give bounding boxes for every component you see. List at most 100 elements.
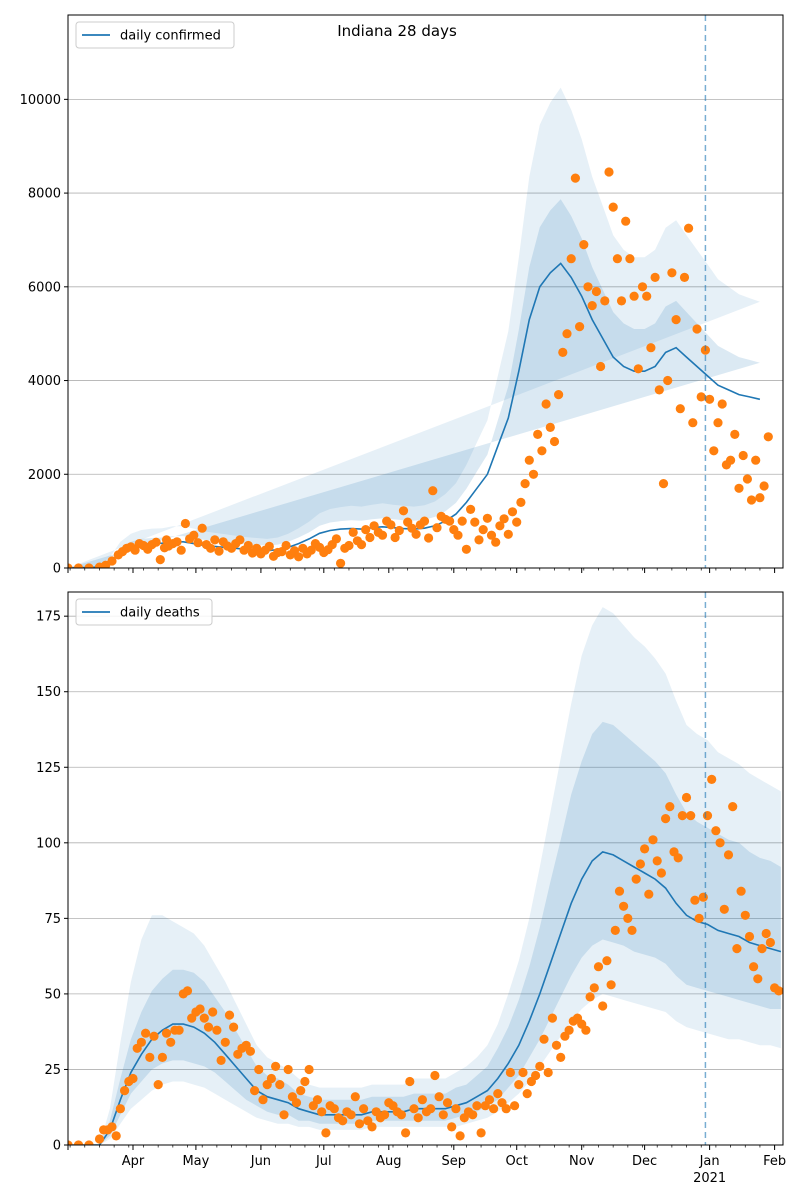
data-point bbox=[442, 1098, 453, 1108]
data-point bbox=[531, 1070, 541, 1081]
data-point bbox=[254, 1064, 264, 1075]
data-point bbox=[491, 537, 501, 547]
y-tick-label: 10000 bbox=[20, 93, 61, 108]
data-point bbox=[141, 1028, 151, 1038]
x-tick-label: Jan bbox=[699, 1154, 720, 1169]
band-outer bbox=[68, 87, 760, 568]
x-tick-label: Apr bbox=[122, 1154, 145, 1169]
y-tick-label: 75 bbox=[44, 912, 61, 927]
data-point bbox=[361, 525, 371, 535]
data-point bbox=[189, 530, 199, 540]
y-tick-label: 0 bbox=[53, 562, 61, 577]
data-point bbox=[763, 432, 773, 442]
data-point bbox=[616, 296, 627, 306]
data-point bbox=[386, 520, 396, 530]
data-point bbox=[212, 1025, 222, 1035]
data-point bbox=[329, 1104, 339, 1114]
data-point bbox=[633, 364, 643, 374]
data-point bbox=[377, 530, 388, 540]
data-point bbox=[172, 537, 182, 547]
data-point bbox=[283, 1064, 293, 1075]
y-tick-label: 0 bbox=[53, 1139, 61, 1154]
data-point bbox=[84, 563, 94, 568]
data-point bbox=[229, 1022, 239, 1032]
data-point bbox=[528, 469, 539, 479]
data-point bbox=[744, 931, 755, 942]
data-point bbox=[711, 826, 721, 836]
x-tick-label: May bbox=[182, 1154, 209, 1169]
data-point bbox=[732, 944, 742, 954]
deaths-chart: 0 25 50 75 100 125 150 175 Apr May Jun Jul Aug Sep Oct… bbox=[36, 591, 786, 1186]
data-point bbox=[677, 811, 688, 821]
data-point bbox=[723, 850, 734, 860]
data-point bbox=[258, 1095, 268, 1105]
data-point bbox=[596, 361, 606, 372]
y-tick-label: 6000 bbox=[28, 280, 61, 295]
data-point bbox=[432, 523, 442, 533]
data-point bbox=[648, 835, 658, 845]
y-tick-label: 8000 bbox=[28, 187, 61, 202]
data-point bbox=[149, 1031, 159, 1041]
data-point bbox=[736, 886, 746, 896]
data-point bbox=[470, 517, 480, 527]
data-point bbox=[306, 545, 316, 555]
legend-box bbox=[75, 21, 235, 49]
data-point bbox=[661, 814, 671, 824]
data-point bbox=[203, 1022, 214, 1032]
data-point bbox=[380, 1110, 390, 1120]
y-tick-label: 100 bbox=[36, 836, 61, 851]
data-point bbox=[631, 874, 641, 884]
data-point bbox=[761, 928, 771, 939]
data-point bbox=[174, 1025, 184, 1035]
data-point bbox=[507, 507, 518, 517]
data-point bbox=[606, 980, 616, 990]
data-point bbox=[111, 1131, 121, 1141]
data-point bbox=[562, 329, 572, 339]
data-point bbox=[300, 1076, 310, 1087]
axes-frame bbox=[67, 591, 784, 1146]
data-point bbox=[602, 956, 612, 966]
data-point bbox=[264, 541, 274, 552]
data-point bbox=[430, 1070, 440, 1081]
data-point bbox=[671, 315, 681, 325]
data-point bbox=[294, 552, 304, 562]
data-point bbox=[566, 254, 576, 264]
x-tick-label: Dec bbox=[632, 1154, 657, 1169]
x-tick-label: Jul bbox=[315, 1154, 332, 1169]
data-point bbox=[512, 517, 522, 527]
data-point bbox=[193, 538, 203, 548]
data-point bbox=[354, 1119, 365, 1129]
data-point bbox=[271, 1061, 281, 1071]
data-point bbox=[702, 811, 713, 821]
data-point bbox=[579, 240, 589, 250]
data-point bbox=[482, 513, 492, 523]
data-point bbox=[279, 1110, 289, 1120]
data-point bbox=[742, 474, 753, 484]
data-point bbox=[84, 1140, 94, 1145]
data-point bbox=[514, 1080, 524, 1090]
data-point bbox=[665, 802, 675, 812]
data-point bbox=[533, 429, 543, 439]
y-tick-label: 25 bbox=[44, 1063, 61, 1078]
data-point bbox=[570, 173, 581, 183]
data-point bbox=[166, 1037, 176, 1047]
data-point bbox=[623, 913, 633, 924]
data-point bbox=[541, 399, 551, 409]
band-inner bbox=[68, 199, 760, 568]
data-point bbox=[195, 1004, 205, 1014]
data-point bbox=[635, 859, 646, 869]
data-point bbox=[107, 1122, 117, 1132]
data-point bbox=[369, 521, 379, 531]
data-point bbox=[537, 446, 547, 456]
data-point bbox=[419, 516, 430, 526]
data-point bbox=[719, 904, 729, 914]
x-tick-label: Aug bbox=[376, 1154, 401, 1169]
data-point bbox=[197, 523, 207, 533]
data-point bbox=[426, 1104, 436, 1114]
data-point bbox=[220, 1037, 230, 1047]
x-tick-label: Sep bbox=[442, 1154, 467, 1169]
data-point bbox=[199, 1013, 209, 1023]
data-point bbox=[768, 0, 777, 5]
data-point bbox=[336, 558, 346, 568]
data-point bbox=[398, 506, 409, 516]
